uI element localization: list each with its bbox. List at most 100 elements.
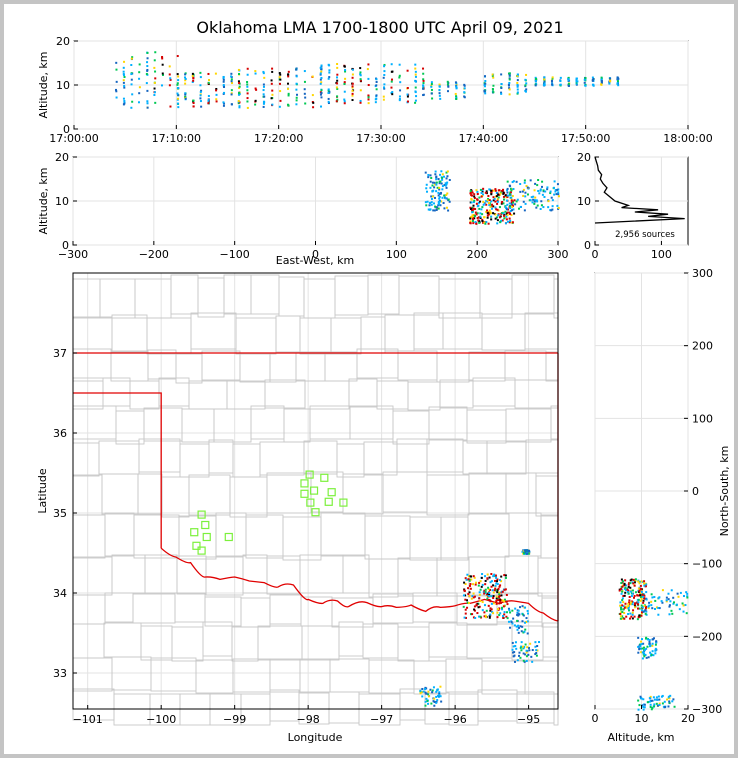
lightning-source	[319, 72, 322, 75]
lightning-source	[122, 79, 125, 82]
lightning-source	[478, 221, 481, 224]
lightning-source	[489, 588, 492, 591]
lightning-source	[237, 100, 240, 103]
lightning-source	[469, 216, 472, 219]
lightning-source	[383, 87, 386, 90]
lightning-source	[549, 190, 552, 193]
lightning-source	[177, 97, 180, 100]
lightning-source	[643, 597, 646, 600]
lightning-source	[122, 97, 125, 100]
lightning-source	[484, 616, 487, 619]
lightning-source	[649, 703, 652, 706]
lightning-source	[515, 625, 518, 628]
lightning-source	[177, 75, 180, 78]
lightning-source	[617, 84, 620, 87]
lightning-source	[327, 77, 330, 80]
lightning-source	[469, 206, 472, 209]
lightning-source	[507, 620, 510, 623]
lightning-source	[516, 613, 519, 616]
lightning-source	[523, 621, 526, 624]
lightning-source	[541, 180, 544, 183]
lightning-source	[567, 78, 570, 81]
lightning-source	[437, 202, 440, 205]
lightning-source	[351, 92, 354, 95]
lightning-source	[433, 186, 436, 189]
lightning-source	[445, 183, 448, 186]
lightning-source	[494, 217, 497, 220]
lightning-source	[490, 200, 493, 203]
lightning-source	[658, 702, 661, 705]
lightning-source	[682, 610, 685, 613]
y-tick-label: 33	[53, 667, 67, 680]
lightning-source	[629, 617, 632, 620]
lightning-source	[488, 616, 491, 619]
lightning-source	[303, 70, 306, 73]
lightning-source	[506, 211, 509, 214]
lightning-source	[495, 576, 498, 579]
lightning-source	[438, 200, 441, 203]
lightning-source	[525, 617, 528, 620]
lightning-source	[640, 697, 643, 700]
lightning-source	[522, 550, 525, 553]
lightning-source	[650, 600, 653, 603]
lightning-source	[446, 175, 449, 178]
lightning-source	[440, 182, 443, 185]
lightning-source	[429, 688, 432, 691]
lightning-source	[630, 601, 633, 604]
lightning-source	[492, 602, 495, 605]
lightning-source	[472, 583, 475, 586]
lightning-source	[618, 589, 621, 592]
lightning-source	[490, 595, 493, 598]
lightning-source	[336, 82, 339, 85]
lightning-source	[647, 656, 650, 659]
lightning-source	[438, 92, 441, 95]
lightning-source	[543, 195, 546, 198]
lightning-source	[484, 75, 487, 78]
lightning-source	[575, 80, 578, 83]
lightning-source	[499, 598, 502, 601]
lightning-source	[480, 208, 483, 211]
time-height-panel: 17:00:00 17:10:00 17:20:00 17:30:00 17:40:00…	[37, 35, 713, 145]
lightning-source	[622, 617, 625, 620]
lightning-source	[508, 93, 511, 96]
lightning-source	[517, 626, 520, 629]
lightning-source	[627, 592, 630, 595]
lightning-source	[636, 594, 639, 597]
lightning-source	[533, 189, 536, 192]
lightning-source	[446, 90, 449, 93]
lightning-source	[509, 626, 512, 629]
histogram-line	[594, 156, 685, 224]
lightning-source	[652, 696, 655, 699]
lightning-source	[523, 645, 526, 648]
lightning-source	[176, 55, 179, 58]
lightning-source	[533, 202, 536, 205]
lightning-source	[442, 202, 445, 205]
lightning-source	[523, 179, 526, 182]
lightning-source	[486, 209, 489, 212]
lightning-source	[506, 617, 509, 620]
lightning-source	[648, 642, 651, 645]
lightning-source	[521, 625, 524, 628]
x-tick-label: 17:00:00	[49, 132, 98, 145]
lightning-source	[500, 575, 503, 578]
lightning-source	[676, 592, 679, 595]
lightning-source	[434, 205, 437, 208]
lightning-source	[510, 621, 513, 624]
lightning-source	[431, 689, 434, 692]
lightning-source	[551, 76, 554, 79]
lightning-source	[522, 652, 525, 655]
lightning-source	[438, 691, 441, 694]
lightning-source	[527, 653, 530, 656]
lightning-source	[472, 596, 475, 599]
y-tick-label: 10	[56, 79, 70, 92]
lightning-source	[686, 592, 689, 595]
lightning-source	[648, 604, 651, 607]
lightning-source	[471, 211, 474, 214]
lightning-source	[534, 79, 537, 82]
lightning-source	[422, 79, 425, 82]
lightning-source	[516, 659, 519, 662]
lightning-source	[551, 77, 554, 80]
lightning-source	[517, 631, 520, 634]
lightning-source	[479, 615, 482, 618]
lightning-source	[438, 188, 441, 191]
